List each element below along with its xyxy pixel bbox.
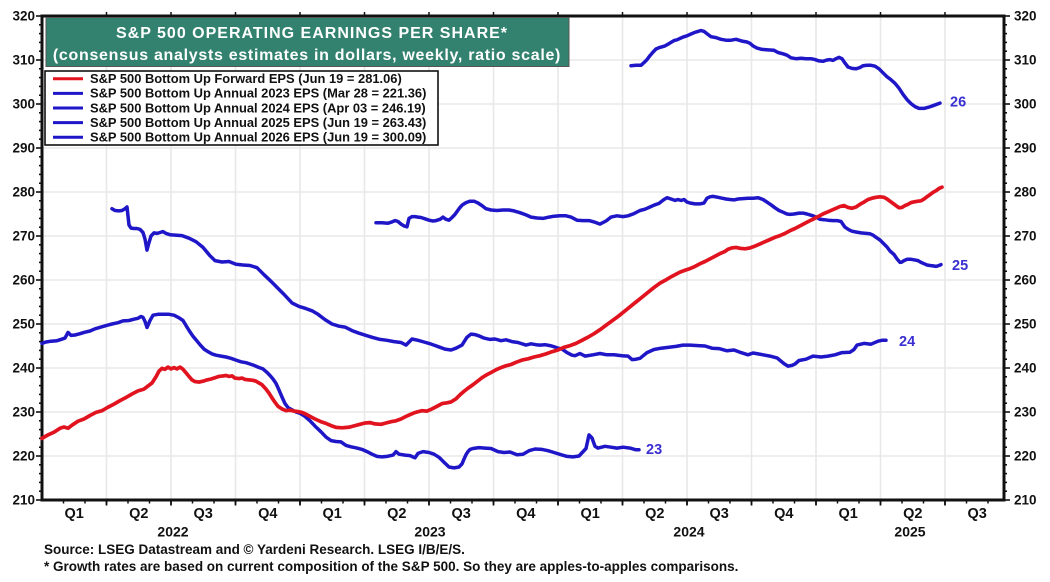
svg-text:Q2: Q2: [645, 506, 664, 522]
svg-text:280: 280: [1014, 185, 1037, 200]
svg-text:260: 260: [12, 273, 35, 288]
svg-text:260: 260: [1014, 273, 1037, 288]
svg-text:220: 220: [1014, 449, 1037, 464]
svg-text:S&P 500 Bottom Up Annual 2025: S&P 500 Bottom Up Annual 2025 EPS (Jun 1…: [90, 115, 426, 130]
svg-text:Q1: Q1: [839, 506, 858, 522]
svg-text:310: 310: [12, 53, 35, 68]
svg-text:320: 320: [1014, 9, 1037, 24]
svg-text:320: 320: [12, 9, 35, 24]
svg-text:2022: 2022: [157, 524, 188, 540]
svg-text:250: 250: [12, 317, 35, 332]
svg-text:Q3: Q3: [710, 506, 729, 522]
svg-text:310: 310: [1014, 53, 1037, 68]
svg-text:Q4: Q4: [258, 506, 277, 522]
svg-text:25: 25: [952, 258, 968, 274]
svg-text:Q1: Q1: [323, 506, 342, 522]
svg-text:230: 230: [1014, 405, 1037, 420]
svg-text:240: 240: [1014, 361, 1037, 376]
svg-text:Source: LSEG Datastream and ©: Source: LSEG Datastream and © Yardeni Re…: [44, 542, 465, 557]
svg-text:2025: 2025: [894, 524, 925, 540]
svg-text:Q3: Q3: [194, 506, 213, 522]
svg-text:S&P 500 Bottom Up Forward EPS: S&P 500 Bottom Up Forward EPS (Jun 19 = …: [90, 71, 402, 86]
svg-text:210: 210: [1014, 493, 1037, 508]
svg-text:Q2: Q2: [903, 506, 922, 522]
svg-text:S&P 500 Bottom Up Annual 2023: S&P 500 Bottom Up Annual 2023 EPS (Mar 2…: [90, 86, 426, 101]
svg-text:Q1: Q1: [581, 506, 600, 522]
svg-text:300: 300: [12, 97, 35, 112]
svg-text:S&P 500 Bottom Up Annual 2024: S&P 500 Bottom Up Annual 2024 EPS (Apr 0…: [90, 100, 426, 115]
svg-text:Q2: Q2: [129, 506, 148, 522]
svg-text:(consensus analysts estimates: (consensus analysts estimates in dollars…: [53, 47, 561, 64]
svg-text:S&P 500 OPERATING EARNINGS PER: S&P 500 OPERATING EARNINGS PER SHARE*: [116, 25, 508, 42]
svg-text:210: 210: [12, 493, 35, 508]
svg-text:24: 24: [899, 334, 915, 350]
svg-text:Q4: Q4: [516, 506, 535, 522]
svg-text:26: 26: [950, 95, 966, 111]
svg-text:Q3: Q3: [452, 506, 471, 522]
svg-text:230: 230: [12, 405, 35, 420]
svg-text:280: 280: [12, 185, 35, 200]
svg-text:290: 290: [1014, 141, 1037, 156]
svg-text:23: 23: [646, 442, 662, 458]
svg-text:S&P 500 Bottom Up Annual 2026: S&P 500 Bottom Up Annual 2026 EPS (Jun 1…: [90, 130, 426, 145]
svg-text:2023: 2023: [414, 524, 445, 540]
svg-text:220: 220: [12, 449, 35, 464]
svg-text:290: 290: [12, 141, 35, 156]
svg-text:Q1: Q1: [65, 506, 84, 522]
svg-text:240: 240: [12, 361, 35, 376]
svg-text:300: 300: [1014, 97, 1037, 112]
svg-text:Q2: Q2: [387, 506, 406, 522]
svg-text:270: 270: [12, 229, 35, 244]
svg-text:250: 250: [1014, 317, 1037, 332]
svg-text:* Growth rates are based on cu: * Growth rates are based on current comp…: [44, 559, 738, 574]
svg-text:Q3: Q3: [968, 506, 987, 522]
svg-text:2024: 2024: [673, 524, 704, 540]
svg-text:270: 270: [1014, 229, 1037, 244]
svg-text:Q4: Q4: [774, 506, 793, 522]
